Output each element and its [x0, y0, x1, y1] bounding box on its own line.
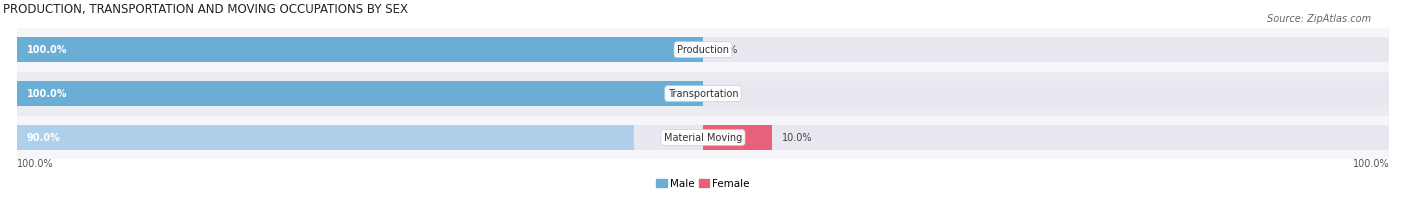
Bar: [17, 125, 634, 150]
Legend: Male, Female: Male, Female: [652, 174, 754, 193]
Bar: [17, 81, 703, 106]
Text: 100.0%: 100.0%: [27, 89, 67, 98]
Text: Transportation: Transportation: [668, 89, 738, 98]
Bar: [17, 72, 1389, 116]
Bar: [17, 81, 1389, 106]
Text: 100.0%: 100.0%: [17, 159, 53, 169]
Text: Production: Production: [678, 45, 728, 55]
Bar: [17, 37, 1389, 62]
Text: 0.0%: 0.0%: [713, 45, 738, 55]
Bar: [17, 116, 1389, 159]
Text: 10.0%: 10.0%: [782, 133, 813, 142]
Text: Material Moving: Material Moving: [664, 133, 742, 142]
Bar: [703, 125, 772, 150]
Bar: [17, 37, 703, 62]
Text: Source: ZipAtlas.com: Source: ZipAtlas.com: [1267, 14, 1371, 24]
Text: 100.0%: 100.0%: [1353, 159, 1389, 169]
Text: 100.0%: 100.0%: [27, 45, 67, 55]
Text: 90.0%: 90.0%: [27, 133, 60, 142]
Bar: [17, 28, 1389, 72]
Text: 0.0%: 0.0%: [713, 89, 738, 98]
Text: PRODUCTION, TRANSPORTATION AND MOVING OCCUPATIONS BY SEX: PRODUCTION, TRANSPORTATION AND MOVING OC…: [3, 3, 408, 16]
Bar: [17, 125, 1389, 150]
